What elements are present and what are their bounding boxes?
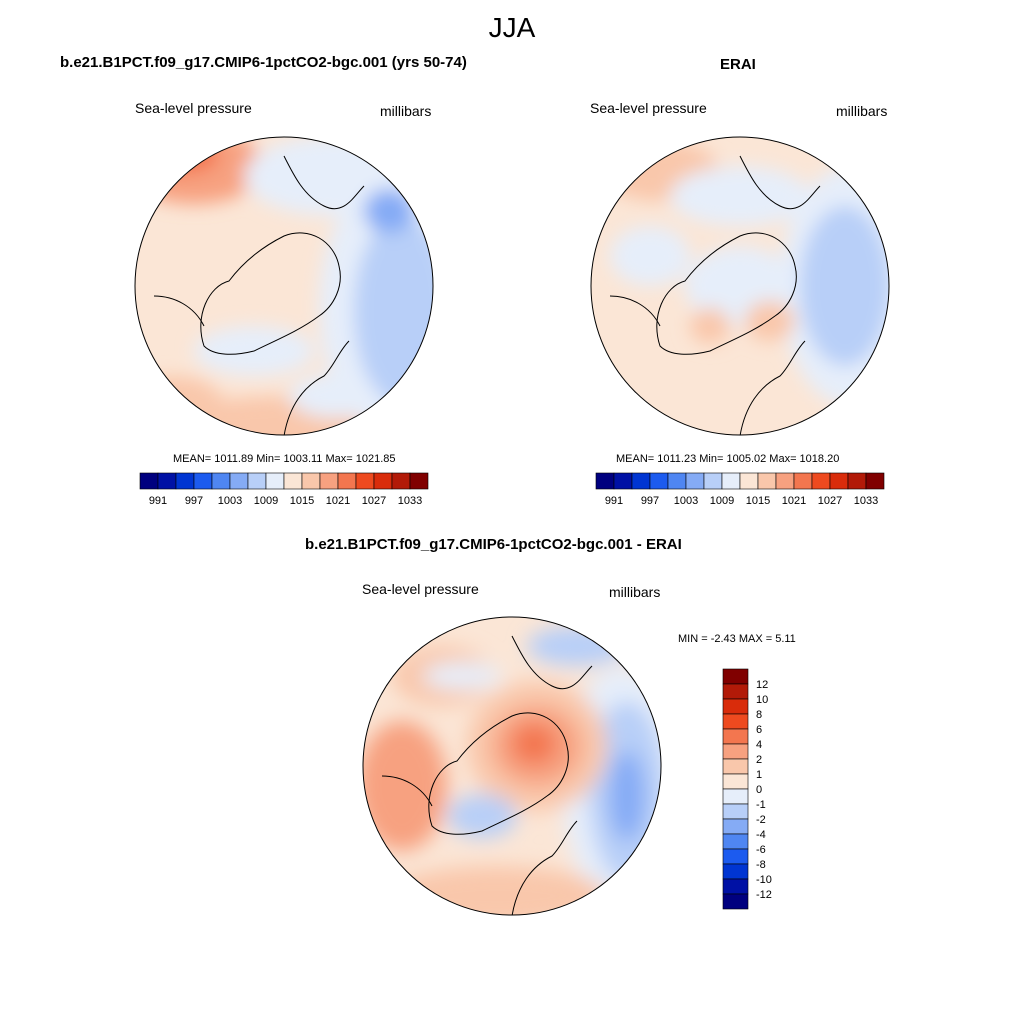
colorbar-cell (613, 472, 633, 490)
colorbar-cell (319, 472, 339, 490)
field-label-obs: Sea-level pressure (590, 100, 707, 116)
panel-title-obs: ERAI (720, 56, 756, 73)
colorbar-cell (722, 863, 749, 880)
colorbar-cell (667, 472, 687, 490)
colorbar-tick-label: 1021 (326, 495, 350, 507)
colorbar-cell (722, 878, 749, 895)
colorbar-cell (409, 472, 429, 490)
colorbar-tick-label: 1015 (746, 495, 770, 507)
colorbar-cell (722, 818, 749, 835)
colorbar-tick-label: -12 (756, 889, 772, 901)
colorbar-tick-label: 1 (756, 769, 762, 781)
colorbar-tick-label: 997 (641, 495, 659, 507)
units-label-model: millibars (380, 103, 432, 119)
stats-model: MEAN= 1011.89 Min= 1003.11 Max= 1021.85 (173, 453, 396, 465)
colorbar-tick-label: 6 (756, 724, 762, 736)
colorbar-cell (337, 472, 357, 490)
units-label-diff: millibars (609, 584, 661, 600)
colorbar-cell (722, 698, 749, 715)
colorbar-tick-label: 1027 (362, 495, 386, 507)
polar-map-diff (362, 616, 662, 916)
colorbar-cell (722, 833, 749, 850)
polar-map-obs (590, 136, 890, 436)
colorbar-tick-label: -2 (756, 814, 766, 826)
colorbar-tick-label: -10 (756, 874, 772, 886)
colorbar-cell (721, 472, 741, 490)
colorbar-cell (175, 472, 195, 490)
colorbar-cell (847, 472, 867, 490)
colorbar-cell (775, 472, 795, 490)
colorbar-cell (722, 743, 749, 760)
colorbar-cell (703, 472, 723, 490)
colorbar-model: 991 997 1003 1009 1015 1021 1027 1033 (139, 472, 429, 507)
colorbar-cell (139, 472, 159, 490)
panel-title-model: b.e21.B1PCT.f09_g17.CMIP6-1pctCO2-bgc.00… (60, 54, 467, 71)
field-label-model: Sea-level pressure (135, 100, 252, 116)
figure-title: JJA (488, 12, 536, 43)
colorbar-cell (722, 758, 749, 775)
colorbar-cell (865, 472, 885, 490)
colorbar-cell (355, 472, 375, 490)
colorbar-cell (265, 472, 285, 490)
colorbar-tick-label: 4 (756, 739, 762, 751)
colorbar-tick-label: 1015 (290, 495, 314, 507)
colorbar-tick-label: -6 (756, 844, 766, 856)
panel-title-diff: b.e21.B1PCT.f09_g17.CMIP6-1pctCO2-bgc.00… (305, 536, 682, 553)
colorbar-tick-label: -8 (756, 859, 766, 871)
colorbar-cell (722, 803, 749, 820)
colorbar-cell (685, 472, 705, 490)
colorbar-tick-label: 1021 (782, 495, 806, 507)
colorbar-obs: 991 997 1003 1009 1015 1021 1027 1033 (595, 472, 885, 507)
colorbar-cell (722, 848, 749, 865)
colorbar-tick-label: 10 (756, 694, 768, 706)
colorbar-tick-label: -4 (756, 829, 766, 841)
colorbar-cell (722, 728, 749, 745)
colorbar-tick-label: 991 (149, 495, 167, 507)
colorbar-tick-label: -1 (756, 799, 766, 811)
colorbar-cell (631, 472, 651, 490)
polar-map-model (134, 136, 434, 436)
colorbar-cell (829, 472, 849, 490)
colorbar-cell (722, 893, 749, 910)
colorbar-tick-label: 1033 (854, 495, 878, 507)
colorbar-cell (391, 472, 411, 490)
colorbar-tick-label: 1027 (818, 495, 842, 507)
colorbar-tick-label: 1033 (398, 495, 422, 507)
stats-obs: MEAN= 1011.23 Min= 1005.02 Max= 1018.20 (616, 453, 840, 465)
colorbar-cell (193, 472, 213, 490)
colorbar-cell (722, 773, 749, 790)
colorbar-tick-label: 8 (756, 709, 762, 721)
colorbar-tick-label: 12 (756, 679, 768, 691)
colorbar-cell (722, 668, 749, 685)
field-label-diff: Sea-level pressure (362, 581, 479, 597)
colorbar-cell (157, 472, 177, 490)
colorbar-tick-label: 1003 (674, 495, 698, 507)
colorbar-cell (229, 472, 249, 490)
colorbar-cell (247, 472, 267, 490)
colorbar-cell (301, 472, 321, 490)
colorbar-cell (722, 713, 749, 730)
colorbar-cell (793, 472, 813, 490)
colorbar-tick-label: 1009 (710, 495, 734, 507)
colorbar-tick-label: 0 (756, 784, 762, 796)
colorbar-cell (739, 472, 759, 490)
colorbar-cell (722, 788, 749, 805)
colorbar-cell (373, 472, 393, 490)
colorbar-tick-label: 991 (605, 495, 623, 507)
colorbar-tick-label: 997 (185, 495, 203, 507)
colorbar-cell (283, 472, 303, 490)
colorbar-cell (722, 683, 749, 700)
colorbar-tick-label: 1009 (254, 495, 278, 507)
colorbar-tick-label: 1003 (218, 495, 242, 507)
colorbar-cell (211, 472, 231, 490)
units-label-obs: millibars (836, 103, 888, 119)
colorbar-tick-label: 2 (756, 754, 762, 766)
colorbar-cell (757, 472, 777, 490)
colorbar-cell (649, 472, 669, 490)
colorbar-cell (595, 472, 615, 490)
stats-diff: MIN = -2.43 MAX = 5.11 (678, 633, 796, 645)
colorbar-cell (811, 472, 831, 490)
